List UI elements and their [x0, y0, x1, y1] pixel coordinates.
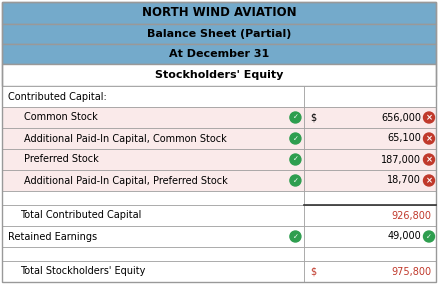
Text: ✓: ✓	[293, 157, 298, 162]
Text: Common Stock: Common Stock	[24, 113, 98, 122]
Text: ×: ×	[425, 176, 432, 185]
Text: Preferred Stock: Preferred Stock	[24, 154, 99, 165]
Text: ×: ×	[425, 134, 432, 143]
Text: 65,100: 65,100	[387, 133, 421, 143]
Bar	[2, 247, 304, 261]
Circle shape	[424, 112, 434, 123]
Bar	[304, 205, 436, 226]
Bar	[2, 86, 304, 107]
Text: Balance Sheet (Partial): Balance Sheet (Partial)	[147, 29, 291, 39]
Bar	[2, 64, 436, 86]
Text: Additional Paid-In Capital, Common Stock: Additional Paid-In Capital, Common Stock	[24, 133, 227, 143]
Bar	[2, 261, 304, 282]
Text: Additional Paid-In Capital, Preferred Stock: Additional Paid-In Capital, Preferred St…	[24, 176, 228, 186]
Bar	[304, 261, 436, 282]
Text: ✓: ✓	[426, 233, 432, 239]
Bar	[2, 191, 304, 205]
Text: At December 31: At December 31	[169, 49, 269, 59]
Bar	[2, 44, 436, 64]
Bar	[304, 191, 436, 205]
Bar	[304, 170, 436, 191]
Text: ✓: ✓	[293, 115, 298, 121]
Circle shape	[290, 112, 301, 123]
Bar	[2, 107, 304, 128]
Bar	[304, 86, 436, 107]
Bar	[2, 128, 304, 149]
Text: ×: ×	[425, 155, 432, 164]
Bar	[304, 107, 436, 128]
Circle shape	[424, 231, 434, 242]
Text: 926,800: 926,800	[391, 211, 431, 220]
Circle shape	[424, 175, 434, 186]
Text: $: $	[311, 113, 317, 122]
Text: 49,000: 49,000	[387, 231, 421, 241]
Circle shape	[290, 133, 301, 144]
Bar	[2, 170, 304, 191]
Bar	[2, 205, 304, 226]
Text: ✓: ✓	[293, 233, 298, 239]
Text: 975,800: 975,800	[391, 266, 431, 277]
Circle shape	[290, 175, 301, 186]
Bar	[304, 128, 436, 149]
Text: $: $	[311, 266, 317, 277]
Circle shape	[424, 133, 434, 144]
Text: ×: ×	[425, 113, 432, 122]
Bar	[304, 149, 436, 170]
Text: 187,000: 187,000	[381, 154, 421, 165]
Circle shape	[290, 154, 301, 165]
Circle shape	[424, 154, 434, 165]
Circle shape	[290, 231, 301, 242]
Text: 18,700: 18,700	[387, 176, 421, 186]
Text: Retained Earnings: Retained Earnings	[8, 231, 97, 241]
Bar	[2, 226, 304, 247]
Text: Total Contributed Capital: Total Contributed Capital	[20, 211, 141, 220]
Bar	[2, 24, 436, 44]
Text: Total Stockholders' Equity: Total Stockholders' Equity	[20, 266, 145, 277]
Bar	[304, 247, 436, 261]
Bar	[304, 226, 436, 247]
Text: Contributed Capital:: Contributed Capital:	[8, 91, 107, 102]
Text: 656,000: 656,000	[381, 113, 421, 122]
Text: NORTH WIND AVIATION: NORTH WIND AVIATION	[141, 7, 297, 20]
Bar	[2, 149, 304, 170]
Text: Stockholders' Equity: Stockholders' Equity	[155, 70, 283, 80]
Text: ✓: ✓	[293, 178, 298, 184]
Text: ✓: ✓	[293, 135, 298, 141]
Bar	[2, 2, 436, 24]
